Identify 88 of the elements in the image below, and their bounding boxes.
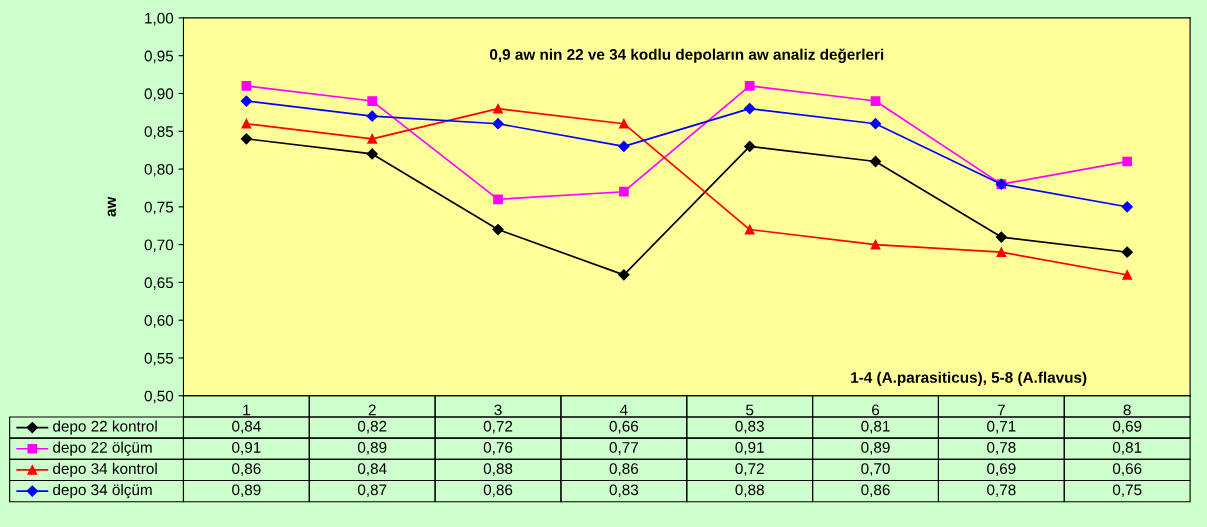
y-tick-label: 0,70 [144,239,174,253]
data-label: 0,71 [987,420,1016,434]
point [870,239,881,250]
y-tick-label: 0,55 [144,352,174,366]
data-label: 0,89 [232,484,261,498]
data-label: 0,83 [735,420,764,434]
data-label: 0,81 [1112,442,1142,455]
legend-label: depo 34 kontrol [53,462,157,478]
data-label: 0,84 [357,463,387,476]
legend-label: depo 22 kontrol [53,420,157,435]
point [240,95,252,107]
data-label: 0,91 [232,442,261,455]
annotation: 1-4 (A.parasiticus), 5-8 (A.flavus) [851,371,1087,386]
data-label: 0,77 [609,442,638,455]
data-label: 0,86 [483,484,513,498]
x-tick-label: 1 [243,404,250,416]
point [618,269,630,281]
legend-label: depo 22 ölçüm [53,441,152,456]
point [619,186,629,197]
y-tick-label: 0,60 [144,315,174,328]
data-label: 0,70 [861,463,890,476]
y-tick-label: 0,50 [144,390,174,404]
data-label: 0,76 [483,442,513,455]
data-label: 0,86 [861,484,890,498]
data-label: 0,66 [1112,463,1142,476]
point [1122,270,1133,280]
point [366,148,378,160]
data-label: 0,83 [609,484,639,498]
point [744,224,755,235]
data-label: 0,88 [735,484,764,498]
data-label: 0,72 [483,420,513,434]
point [492,118,504,130]
point [618,140,630,152]
x-tick-label: 7 [997,404,1005,416]
y-tick-label: 0,85 [144,126,174,139]
point [995,231,1007,243]
data-label: 0,87 [357,484,387,498]
point [744,102,756,115]
x-tick-label: 3 [494,404,502,416]
x-tick-label: 8 [1123,404,1131,416]
y-tick-label: 0,80 [144,163,174,177]
legend-label: depo 34 ölçüm [53,483,152,499]
data-label: 0,78 [987,484,1016,498]
data-label: 0,82 [357,420,387,434]
point [1121,201,1133,213]
point [492,223,504,236]
y-tick-label: 1,00 [145,12,174,26]
point [1121,246,1133,258]
data-label: 0,89 [861,442,890,455]
x-tick-label: 5 [746,404,754,416]
point [367,96,378,106]
data-label: 0,78 [987,442,1016,455]
x-tick-label: 2 [368,404,376,416]
y-tick-label: 0,95 [144,50,174,64]
data-label: 0,81 [861,420,890,434]
point [241,81,252,91]
data-label: 0,86 [609,463,639,476]
y-tick-label: 0,65 [144,277,174,290]
point [241,118,252,129]
y-tick-label: 0,90 [144,88,174,101]
x-tick-label: 6 [872,404,880,416]
data-label: 0,69 [1112,420,1142,434]
point [1122,156,1133,167]
data-label: 0,84 [232,420,261,434]
y-axis-title: aw [107,196,116,217]
text: 0,9 aw nin 22 ve 34 kodlu depoların aw analiz değerleri [489,48,884,63]
point [493,194,503,205]
point [869,155,882,168]
point [744,81,755,91]
point [869,118,882,130]
point [996,247,1007,258]
data-label: 0,72 [735,463,764,476]
y-tick-label: 0,75 [144,201,174,215]
point [366,110,378,122]
point [367,133,378,144]
point [619,118,629,129]
data-label: 0,75 [1112,484,1142,498]
data-label: 0,66 [609,420,639,434]
point [493,103,503,114]
data-label: 0,91 [735,442,764,455]
data-label: 0,89 [357,442,387,455]
point [870,96,881,106]
point [744,140,756,152]
x-tick-label: 4 [619,404,628,416]
data-label: 0,88 [483,463,513,476]
point [240,133,252,145]
data-label: 0,86 [232,463,261,476]
data-label: 0,69 [987,463,1016,476]
